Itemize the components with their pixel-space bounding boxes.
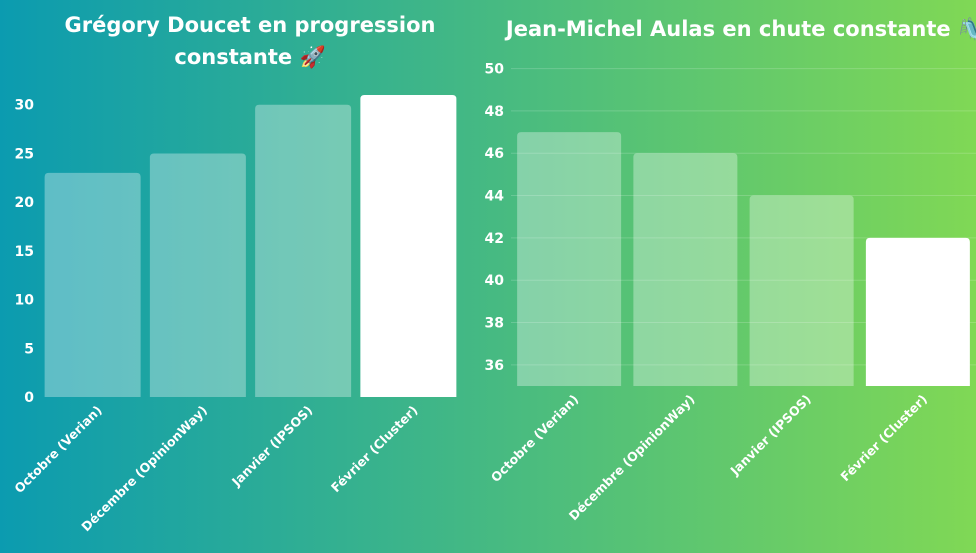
- y-tick-label: 30: [15, 98, 35, 114]
- y-tick-label: 25: [15, 146, 34, 162]
- y-tick-label: 10: [15, 293, 35, 309]
- bar: [749, 195, 854, 386]
- y-tick-label: 5: [24, 341, 34, 357]
- y-tick-label: 0: [24, 390, 34, 406]
- chart-title-line: Grégory Doucet en progression: [64, 13, 435, 37]
- y-tick-label: 46: [485, 146, 504, 162]
- bar: [255, 104, 352, 397]
- bar: [517, 132, 622, 386]
- y-tick-label: 50: [485, 62, 505, 78]
- bar: [865, 237, 970, 386]
- y-tick-label: 20: [15, 195, 35, 211]
- bar: [633, 153, 738, 386]
- y-tick-label: 15: [15, 244, 34, 260]
- chart-title-line: Jean-Michel Aulas en chute constante 🛝: [504, 16, 976, 41]
- y-tick-label: 44: [485, 189, 505, 205]
- y-tick-label: 38: [485, 316, 504, 332]
- y-tick-label: 48: [485, 104, 504, 120]
- y-tick-label: 36: [485, 358, 504, 374]
- bar: [149, 153, 246, 397]
- bar: [44, 172, 141, 397]
- bar: [360, 95, 457, 397]
- chart-title-line: constante 🚀: [174, 44, 325, 69]
- y-tick-label: 42: [485, 231, 504, 247]
- y-tick-label: 40: [485, 273, 505, 289]
